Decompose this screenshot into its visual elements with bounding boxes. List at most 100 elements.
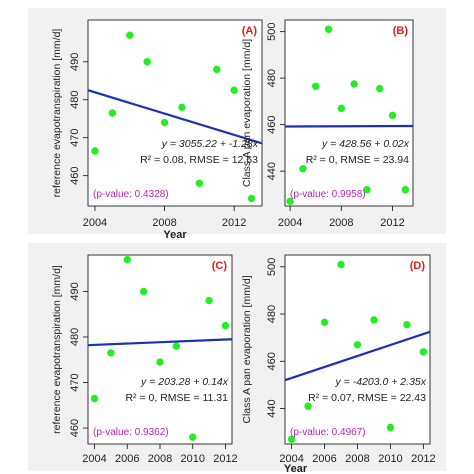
panel-d: 2004 2006 2008 2010 2012 440 460 480 500 Class A …	[241, 254, 436, 474]
data-point	[160, 118, 169, 127]
regression-equation: y = -4203.0 + 2.35x	[335, 376, 427, 388]
data-point	[376, 84, 384, 93]
data-point	[156, 358, 164, 366]
data-layer	[285, 25, 413, 206]
x-tick-label: 2008	[329, 217, 353, 229]
x-tick-label: 2010	[378, 453, 402, 465]
panel-tag: (C)	[212, 260, 228, 272]
x-tick-label: 2012	[213, 453, 237, 465]
panel-c: 2004 2006 2008 2010 2012 460 470 480 490 referenc…	[51, 254, 238, 465]
data-point	[107, 349, 115, 357]
y-axis-label: reference evapotranspiration [mm/d]	[51, 29, 63, 198]
x-tick-label: 2008	[152, 217, 176, 229]
x-tick-label: 2004	[278, 217, 302, 229]
data-point	[286, 197, 294, 206]
y-tick-label: 460	[69, 166, 81, 184]
y-tick-label: 460	[266, 115, 278, 133]
p-value-label: (p-value: 0.4967)	[290, 427, 366, 438]
regression-stats: R² = 0.07, RMSE = 22.43	[308, 392, 426, 404]
regression-line	[88, 89, 262, 145]
data-point	[172, 342, 181, 350]
x-tick-label: 2004	[83, 217, 107, 229]
x-axis-label: Year	[163, 229, 187, 241]
data-point	[90, 394, 99, 403]
data-point	[143, 58, 151, 66]
data-point	[287, 435, 296, 443]
data-point	[247, 194, 256, 203]
regression-stats: R² = 0, RMSE = 11.31	[125, 392, 228, 404]
panel-b: 2004 2008 2012 440 460 480 500 Class A pan evap…	[241, 19, 414, 229]
regression-equation: y = 203.28 + 0.14x	[140, 376, 229, 388]
y-tick-label: 480	[266, 305, 278, 323]
regression-line	[88, 338, 232, 347]
data-layer	[88, 255, 232, 441]
panel-tag: (B)	[393, 25, 409, 37]
y-tick-label: 480	[69, 91, 81, 109]
data-point	[337, 260, 345, 269]
data-point	[91, 147, 99, 155]
data-point	[108, 109, 117, 117]
data-point	[363, 186, 371, 194]
panel-tag: (D)	[410, 260, 426, 272]
regression-stats: R² = 0, RMSE = 23.94	[306, 154, 409, 166]
data-point	[178, 103, 186, 112]
data-point	[304, 402, 312, 410]
data-point	[320, 318, 329, 327]
data-layer	[285, 260, 430, 443]
y-tick-label: 490	[69, 282, 81, 300]
y-tick-label: 490	[69, 53, 81, 71]
x-tick-label: 2012	[411, 453, 435, 465]
y-tick-label: 460	[266, 352, 278, 370]
x-tick-label: 2010	[180, 453, 204, 465]
x-tick-label: 2006	[312, 453, 336, 465]
y-axis-label: Class A pan evaporation [mm/d]	[241, 275, 253, 423]
regression-stats: R² = 0.08, RMSE = 12.63	[140, 154, 258, 166]
y-tick-label: 470	[69, 373, 81, 391]
plot-frame	[284, 254, 431, 445]
y-tick-label: 480	[266, 69, 278, 87]
p-value-label: (p-value: 0.9958)	[290, 189, 366, 200]
x-axis-label: Year	[284, 463, 308, 474]
x-tick-label: 2004	[279, 453, 303, 465]
data-point	[353, 341, 362, 349]
data-point	[221, 321, 230, 330]
data-point	[350, 80, 358, 88]
data-point	[205, 296, 213, 305]
y-tick-label: 500	[266, 22, 278, 40]
panel-a: 2004 2008 2012 460 470 480 490 reference evapot…	[51, 19, 263, 241]
regression-equation: y = 428.56 + 0.02x	[321, 138, 410, 150]
data-point	[401, 186, 410, 194]
y-tick-label: 460	[69, 419, 81, 437]
data-point	[213, 65, 221, 74]
p-value-label: (p-value: 0.9362)	[93, 427, 169, 438]
x-tick-label: 2012	[222, 217, 246, 229]
y-axis-label: reference evapotranspiration [mm/d]	[51, 265, 63, 434]
plot-frame	[87, 19, 263, 207]
data-point	[126, 31, 134, 39]
data-layer	[88, 31, 262, 203]
y-tick-label: 470	[69, 128, 81, 146]
x-tick-label: 2008	[148, 453, 172, 465]
data-point	[195, 179, 204, 187]
x-tick-label: 2008	[345, 453, 369, 465]
y-axis-label: Class A pan evaporation [mm/d]	[241, 39, 253, 187]
data-point	[337, 104, 346, 113]
data-point	[139, 287, 148, 296]
regression-equation: y = 3055.22 + -1.28x	[161, 138, 259, 150]
data-point	[370, 316, 378, 324]
data-point	[312, 82, 320, 90]
data-point	[299, 165, 307, 173]
data-point	[403, 320, 411, 329]
y-tick-label: 500	[266, 258, 278, 276]
data-point	[419, 348, 428, 356]
data-point	[324, 25, 333, 33]
data-point	[123, 255, 131, 264]
x-tick-label: 2004	[82, 453, 106, 465]
panel-tag: (A)	[242, 25, 258, 37]
x-tick-label: 2006	[115, 453, 139, 465]
p-value-label: (p-value: 0.4328)	[93, 189, 169, 200]
y-tick-label: 480	[69, 328, 81, 346]
data-point	[189, 433, 197, 441]
data-point	[386, 423, 395, 432]
